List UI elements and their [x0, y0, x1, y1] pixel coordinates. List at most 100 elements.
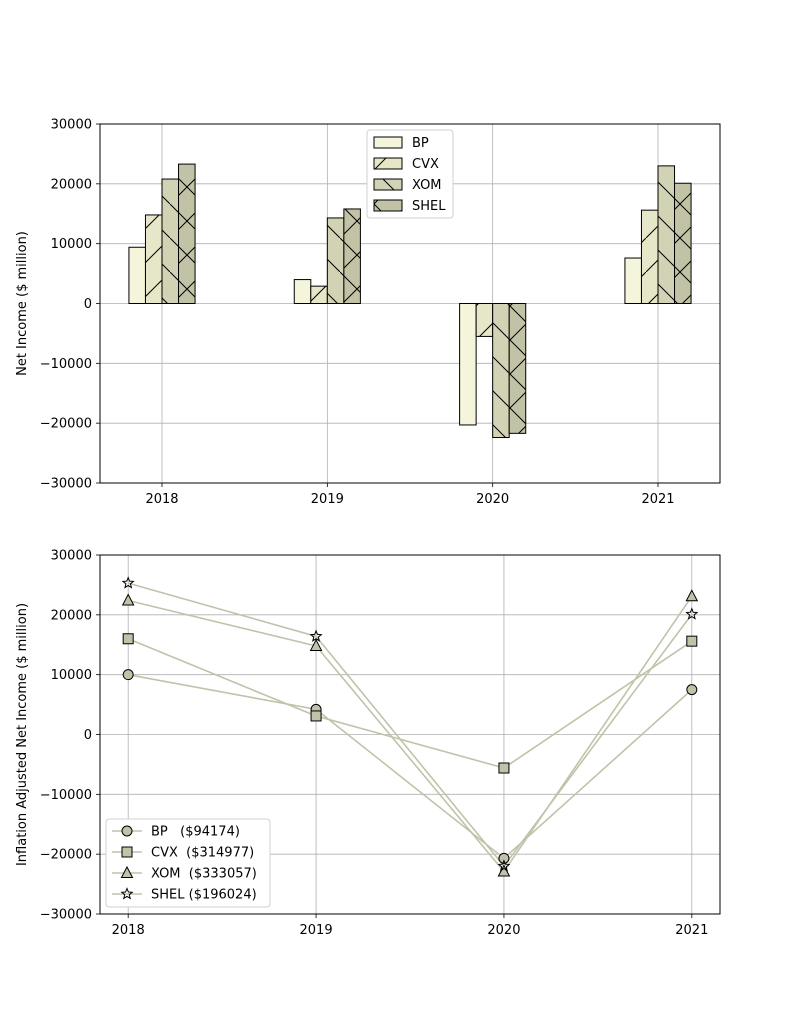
- bar-fill: [294, 279, 311, 304]
- legend-box: [366, 129, 454, 219]
- legend-label: CVX ($314977): [151, 846, 254, 861]
- marker-cvx-2018: [122, 633, 134, 645]
- line-series-shel: [127, 582, 693, 868]
- bar-chart-y-axis-label: Net Income ($ million): [15, 231, 30, 376]
- bar-shel-2019: [343, 208, 361, 304]
- legend-label: SHEL: [412, 199, 446, 214]
- x-tick-label: 2019: [300, 923, 333, 938]
- marker-xom-2019: [309, 638, 323, 651]
- line-series-xom: [127, 595, 693, 873]
- marker-shel-2020: [497, 859, 511, 872]
- legend-marker: [120, 865, 134, 878]
- bar-chart: −30000 −20000 −10000 0 10000 20000 30000 2018 20…: [15, 118, 721, 508]
- y-tick-label: 0: [84, 728, 92, 743]
- bar-outline: [508, 303, 527, 434]
- legend-marker: [121, 846, 133, 858]
- bar-bp-2021: [624, 257, 642, 305]
- bar-hatch: [509, 303, 526, 434]
- marker-cvx-2019: [310, 710, 322, 722]
- line-chart-markers: [121, 576, 699, 877]
- y-tick-label: 20000: [51, 177, 92, 192]
- legend-swatch-outline: [373, 178, 403, 191]
- legend-item-xom: XOM ($333057): [112, 865, 257, 882]
- marker-xom-2021: [685, 589, 699, 602]
- bar-cvx-2020: [475, 303, 494, 337]
- legend-swatch: [374, 137, 402, 148]
- bar-chart-bars: [128, 163, 692, 439]
- legend-swatch-hatch: [374, 158, 402, 169]
- bar-hatch: [492, 303, 510, 438]
- bar-hatch: [162, 179, 179, 304]
- legend-label: SHEL ($196024): [151, 888, 257, 903]
- bar-hatch: [674, 183, 692, 304]
- y-tick-label: −10000: [40, 357, 92, 372]
- marker-cvx-2021: [686, 635, 698, 647]
- bar-shel-2020: [508, 303, 527, 434]
- bar-hatch: [641, 210, 658, 304]
- line-chart-y-axis-label: Inflation Adjusted Net Income ($ million…: [15, 603, 30, 866]
- y-tick-label: 30000: [51, 549, 92, 564]
- y-tick-label: −30000: [40, 477, 92, 492]
- legend-item-shel: SHEL: [373, 199, 446, 214]
- x-tick-label: 2019: [311, 492, 344, 507]
- legend-swatch-hatch: [374, 179, 402, 190]
- legend-item-cvx: CVX: [373, 157, 439, 172]
- bar-fill: [128, 247, 146, 304]
- bar-shel-2018: [178, 163, 196, 304]
- y-tick-label: 30000: [51, 118, 92, 133]
- y-tick-label: 0: [84, 297, 92, 312]
- y-tick-label: −30000: [40, 908, 92, 923]
- legend-item-cvx: CVX ($314977): [112, 846, 254, 861]
- marker-shel-2021: [685, 607, 699, 620]
- y-tick-label: −20000: [40, 848, 92, 863]
- bar-fill: [624, 258, 642, 304]
- legend-item-xom: XOM: [373, 178, 442, 193]
- line-chart-legend: BP ($94174) CVX ($314977) XOM ($333057) SHE…: [105, 818, 271, 908]
- bar-cvx-2018: [144, 214, 163, 305]
- legend-swatch-outline: [373, 199, 403, 212]
- bar-cvx-2021: [640, 209, 659, 304]
- legend-item-bp: BP: [373, 136, 429, 151]
- y-tick-label: 10000: [51, 668, 92, 683]
- legend-swatch-outline: [373, 136, 403, 149]
- x-tick-label: 2018: [145, 492, 178, 507]
- line-series-bp: [128, 673, 693, 860]
- legend-item-shel: SHEL ($196024): [112, 887, 257, 903]
- bar-chart-legend: BP CVX XOM SHEL: [366, 129, 454, 219]
- legend-label: BP: [412, 136, 429, 151]
- legend-label: XOM: [412, 178, 442, 193]
- bar-bp-2019: [293, 279, 312, 305]
- marker-xom-2018: [121, 593, 135, 606]
- y-tick-label: −10000: [40, 788, 92, 803]
- legend-marker: [121, 825, 133, 837]
- y-tick-label: 10000: [51, 237, 92, 252]
- line-chart-ticks: −30000 −20000 −10000 0 10000 20000 30000 2018 20…: [40, 549, 709, 939]
- bar-xom-2019: [326, 217, 345, 305]
- x-tick-label: 2018: [112, 923, 145, 938]
- bar-shel-2021: [674, 182, 692, 304]
- bar-outline: [178, 163, 196, 304]
- marker-bp-2020: [498, 852, 510, 864]
- marker-bp-2018: [122, 669, 134, 681]
- bar-hatch: [327, 217, 344, 304]
- bar-hatch: [145, 214, 162, 304]
- bar-outline: [674, 182, 692, 304]
- marker-bp-2021: [686, 684, 698, 696]
- bar-hatch: [476, 303, 493, 337]
- legend-marker: [120, 887, 134, 900]
- line-series-cvx: [127, 638, 693, 769]
- bar-hatch: [310, 286, 328, 304]
- bar-hatch: [178, 164, 196, 304]
- bar-hatch: [343, 208, 361, 304]
- marker-shel-2018: [121, 576, 135, 589]
- bar-fill: [459, 303, 477, 425]
- y-tick-label: −20000: [40, 417, 92, 432]
- x-tick-label: 2020: [476, 492, 509, 507]
- y-tick-label: 20000: [51, 608, 92, 623]
- bar-chart-ticks: −30000 −20000 −10000 0 10000 20000 30000 2018 20…: [40, 118, 675, 508]
- legend-swatch-outline: [373, 157, 403, 170]
- bar-xom-2020: [492, 303, 510, 439]
- legend-box: [105, 818, 271, 908]
- x-tick-label: 2020: [487, 923, 520, 938]
